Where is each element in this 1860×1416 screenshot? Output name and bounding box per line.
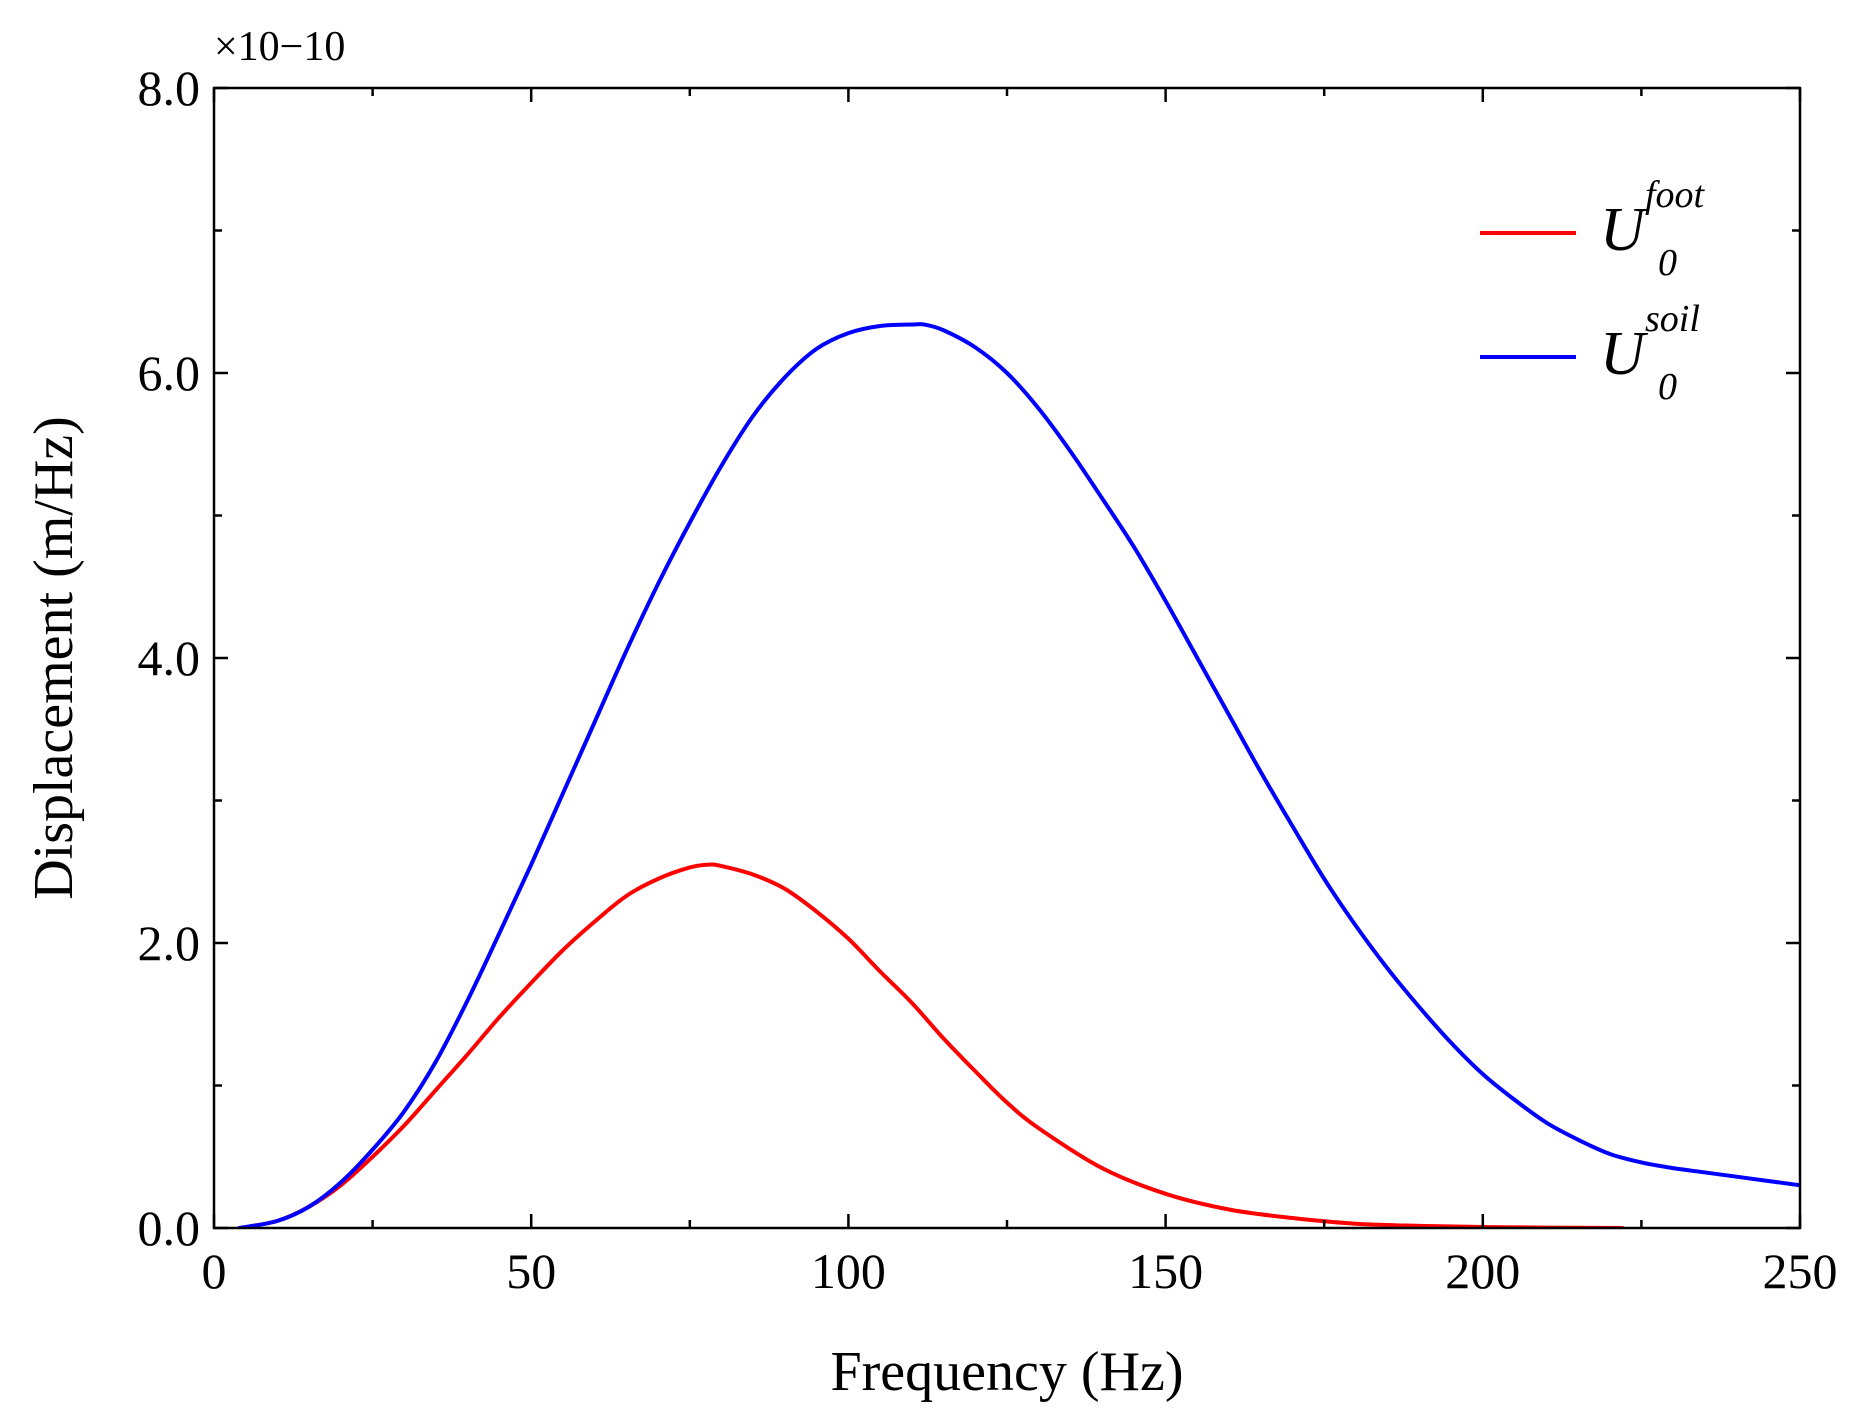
x-tick-label: 250 [1763,1243,1838,1299]
legend-superscript-foot: foot [1645,174,1706,216]
series-line-foot [237,862,1625,1228]
legend-label-soil: U [1600,320,1649,388]
y-tick-label: 0.0 [138,1200,201,1256]
y-tick-label: 8.0 [138,60,201,116]
y-tick-label: 2.0 [138,915,201,971]
x-tick-label: 100 [811,1243,886,1299]
y-multiplier-label: ×10−10 [214,24,345,70]
series-line-soil [237,322,1800,1228]
y-tick-label: 6.0 [138,345,201,401]
x-axis-title: Frequency (Hz) [831,1341,1184,1403]
x-tick-label: 0 [202,1243,227,1299]
legend-label-foot: U [1600,196,1649,264]
x-tick-label: 200 [1445,1243,1520,1299]
legend-superscript-soil: soil [1645,298,1700,340]
y-axis-title: Displacement (m/Hz) [23,416,85,900]
x-tick-label: 150 [1128,1243,1203,1299]
legend-subscript-soil: 0 [1658,366,1677,408]
legend-subscript-foot: 0 [1658,242,1677,284]
y-tick-label: 4.0 [138,630,201,686]
plot-frame [212,86,1802,1230]
x-tick-label: 50 [506,1243,556,1299]
